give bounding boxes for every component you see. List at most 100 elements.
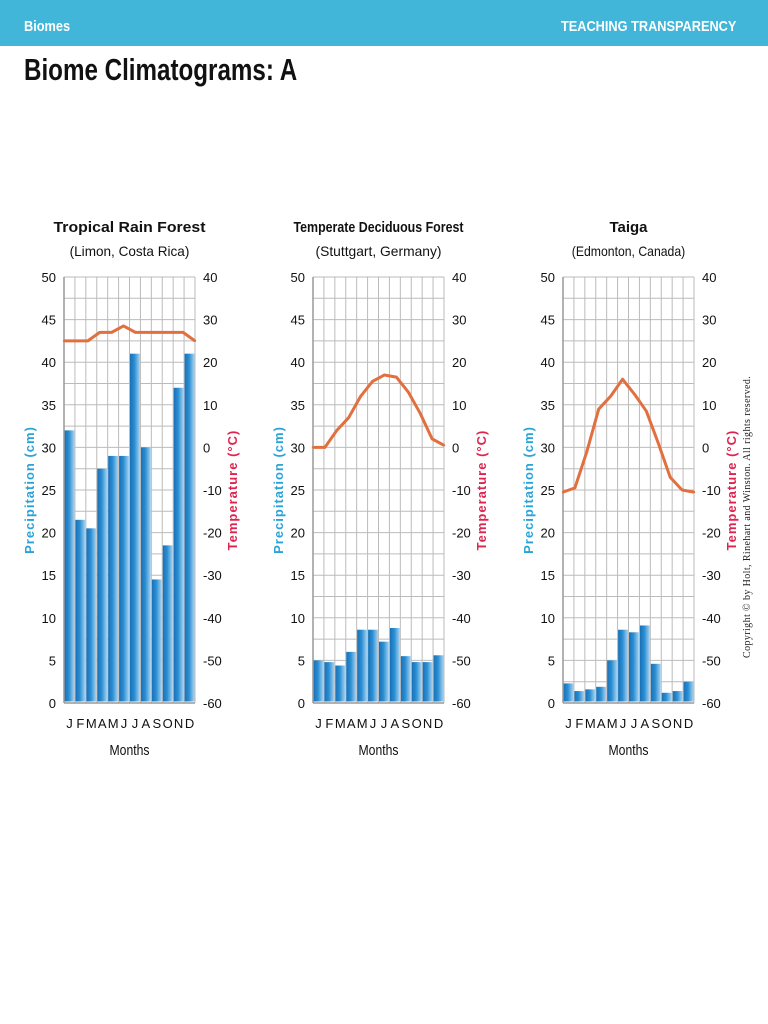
- temperature-line: [64, 324, 196, 343]
- x-tick-label: A: [347, 716, 356, 731]
- y-tick-label: 40: [541, 355, 555, 370]
- y2-tick-label: -40: [702, 611, 721, 626]
- precipitation-bar: [357, 629, 368, 702]
- temperature-point: [561, 490, 565, 494]
- temperature-point: [609, 395, 612, 398]
- temperature-point: [62, 339, 66, 343]
- temperature-point: [668, 476, 672, 479]
- y-tick-label: 0: [298, 696, 305, 711]
- temperature-point: [359, 395, 362, 398]
- x-tick-label: M: [86, 716, 97, 731]
- x-tick-label: N: [174, 716, 183, 731]
- x-tick-label: O: [412, 716, 422, 731]
- precipitation-bar: [86, 528, 97, 702]
- temperature-point: [585, 450, 589, 453]
- temperature-point: [597, 407, 600, 411]
- x-tick-label: N: [673, 716, 682, 731]
- temperature-point: [442, 444, 446, 447]
- y2-tick-label: -20: [203, 526, 222, 541]
- y2-tick-label: 40: [702, 270, 716, 285]
- chart-subtitle: (Edmonton, Canada): [572, 243, 685, 259]
- y-tick-label: 15: [42, 568, 56, 583]
- y2-tick-label: -50: [452, 653, 471, 668]
- temperature-point: [347, 416, 350, 419]
- x-axis-label: Months: [110, 742, 150, 759]
- y-tick-label: 30: [291, 440, 305, 455]
- y-tick-label: 50: [42, 270, 56, 285]
- precipitation-bar: [411, 662, 422, 702]
- temperature-point: [323, 446, 327, 449]
- y-tick-label: 20: [42, 526, 56, 541]
- precipitation-bar: [585, 689, 596, 702]
- precipitation-bar: [75, 519, 86, 702]
- y-tick-label: 30: [42, 440, 56, 455]
- x-axis-label: Months: [359, 742, 399, 759]
- y2-tick-label: 30: [203, 313, 217, 328]
- y-tick-label: 40: [42, 355, 56, 370]
- section-label: Biomes: [24, 18, 71, 35]
- precipitation-bar: [184, 353, 195, 702]
- x-tick-label: M: [607, 716, 618, 731]
- y2-tick-label: 30: [452, 313, 466, 328]
- y-tick-label: 15: [291, 568, 305, 583]
- y2-tick-label: -10: [203, 483, 222, 498]
- precipitation-bar: [433, 655, 444, 702]
- temperature-point: [621, 378, 624, 381]
- temperature-point: [86, 339, 90, 343]
- y2-tick-label: -60: [203, 696, 222, 711]
- precipitation-bar: [346, 651, 357, 702]
- x-tick-label: J: [132, 716, 139, 731]
- temperature-point: [657, 441, 660, 445]
- precipitation-bar: [661, 692, 672, 702]
- precipitation-bar: [368, 629, 378, 702]
- temperature-point: [74, 339, 78, 343]
- y2-tick-label: -10: [702, 483, 721, 498]
- precipitation-bar: [683, 681, 694, 702]
- x-tick-label: J: [370, 716, 377, 731]
- precipitation-bar: [173, 387, 184, 702]
- precipitation-bar: [162, 545, 173, 702]
- precipitation-bar: [389, 628, 400, 702]
- temperature-line: [562, 377, 695, 494]
- y-tick-label: 25: [42, 483, 56, 498]
- temperature-point: [645, 409, 648, 413]
- y2-tick-label: -30: [203, 568, 222, 583]
- y-tick-label: 45: [541, 313, 555, 328]
- precipitation-bar: [422, 662, 433, 702]
- y2-tick-label: -40: [452, 611, 471, 626]
- chart-title: Temperate Deciduous Forest: [294, 219, 464, 236]
- temperature-point: [181, 331, 185, 334]
- x-tick-label: J: [121, 716, 128, 731]
- x-tick-label: D: [434, 716, 443, 731]
- temperature-point: [407, 390, 410, 394]
- temperature-point: [573, 486, 577, 490]
- y-axis-label: Precipitation (cm): [22, 426, 37, 554]
- x-tick-label: M: [357, 716, 368, 731]
- y-tick-label: 45: [42, 313, 56, 328]
- precipitation-bar: [650, 663, 661, 702]
- y-tick-label: 5: [49, 653, 56, 668]
- page-title: Biome Climatograms: A: [24, 52, 298, 87]
- precipitation-bar: [563, 683, 574, 702]
- precipitation-bar: [140, 447, 151, 702]
- x-tick-label: N: [423, 716, 432, 731]
- precipitation-bar: [324, 662, 335, 702]
- x-tick-label: J: [620, 716, 627, 731]
- precipitation-bar: [335, 665, 346, 702]
- x-tick-label: O: [163, 716, 173, 731]
- x-axis-label: Months: [609, 742, 649, 759]
- x-tick-label: F: [325, 716, 333, 731]
- temperature-point: [146, 331, 149, 334]
- precipitation-bar: [400, 656, 411, 702]
- y-tick-label: 20: [291, 526, 305, 541]
- temperature-point: [371, 380, 374, 383]
- x-tick-label: J: [631, 716, 638, 731]
- x-tick-label: D: [185, 716, 194, 731]
- y2-tick-label: -40: [203, 611, 222, 626]
- precipitation-bar: [629, 632, 639, 702]
- y2-tick-label: 10: [702, 398, 716, 413]
- y2-tick-label: 10: [452, 398, 466, 413]
- y2-tick-label: -60: [702, 696, 721, 711]
- y2-axis-label: Temperature (°C): [724, 430, 739, 551]
